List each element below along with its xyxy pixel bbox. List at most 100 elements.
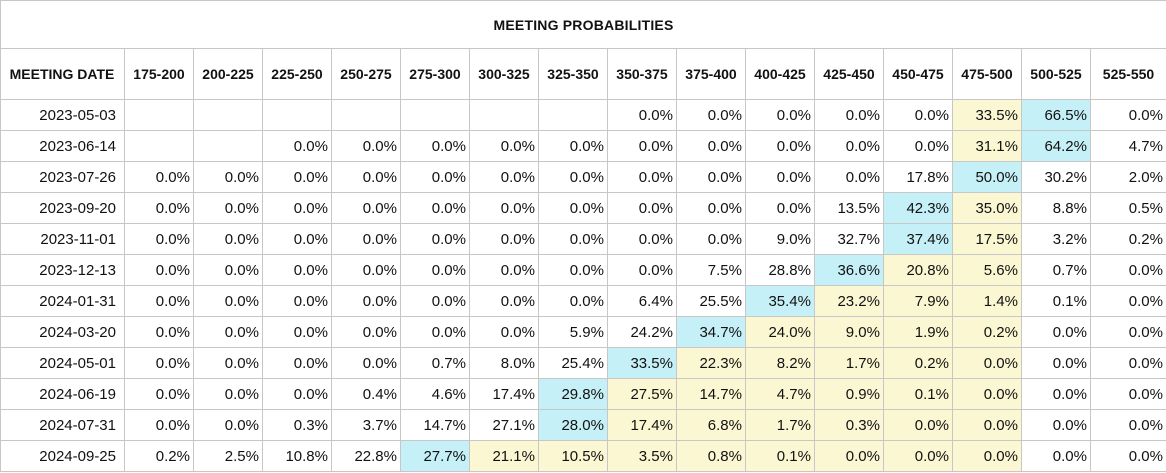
probability-cell: 10.8% [262, 440, 332, 472]
probability-cell: 0.0% [469, 223, 539, 255]
probability-cell: 42.3% [883, 192, 953, 224]
probability-cell: 34.7% [676, 316, 746, 348]
probability-cell: 0.0% [193, 285, 263, 317]
probability-cell: 0.0% [745, 99, 815, 131]
probability-cell: 0.0% [262, 316, 332, 348]
probability-cell: 29.8% [538, 378, 608, 410]
probability-cell: 17.4% [607, 409, 677, 441]
probability-cell: 0.0% [193, 347, 263, 379]
probability-cell: 4.7% [1090, 130, 1166, 162]
probability-cell: 0.0% [1021, 316, 1091, 348]
column-header-range: 300-325 [469, 48, 539, 100]
probability-cell: 0.0% [1090, 316, 1166, 348]
probability-cell: 7.5% [676, 254, 746, 286]
probability-cell: 8.8% [1021, 192, 1091, 224]
probability-cell: 1.9% [883, 316, 953, 348]
meeting-date-cell: 2024-05-01 [0, 347, 125, 379]
probability-cell: 0.0% [1021, 347, 1091, 379]
column-header-range: 250-275 [331, 48, 401, 100]
probability-cell: 4.6% [400, 378, 470, 410]
probability-cell: 32.7% [814, 223, 884, 255]
probability-cell: 0.0% [607, 223, 677, 255]
probability-cell: 36.6% [814, 254, 884, 286]
probability-cell: 0.0% [262, 254, 332, 286]
table-row: 2023-06-14 0.0% 0.0% 0.0% 0.0% 0.0% 0.0% 0.0% 0.… [0, 130, 1166, 162]
probability-cell: 0.0% [124, 347, 194, 379]
probability-cell: 0.0% [952, 409, 1022, 441]
meeting-date-cell: 2024-06-19 [0, 378, 125, 410]
probability-cell: 0.2% [124, 440, 194, 472]
table-row: 2023-05-03 0.0% 0.0% 0.0% 0.0% 0.0% 33.5% 66.5%… [0, 99, 1166, 131]
probability-cell: 14.7% [676, 378, 746, 410]
probability-cell: 0.8% [676, 440, 746, 472]
probability-cell [193, 99, 263, 131]
probability-cell: 0.0% [883, 99, 953, 131]
probability-cell: 24.0% [745, 316, 815, 348]
probability-cell: 0.0% [607, 99, 677, 131]
meeting-date-cell: 2023-05-03 [0, 99, 125, 131]
probability-cell: 0.0% [676, 130, 746, 162]
probability-cell: 0.0% [262, 192, 332, 224]
probability-cell: 0.0% [1090, 99, 1166, 131]
meeting-date-cell: 2023-11-01 [0, 223, 125, 255]
probability-cell: 0.0% [331, 347, 401, 379]
probability-cell: 0.0% [538, 285, 608, 317]
meeting-date-cell: 2023-12-13 [0, 254, 125, 286]
probability-cell: 0.0% [331, 130, 401, 162]
probability-cell: 0.0% [331, 254, 401, 286]
probability-cell: 0.0% [607, 161, 677, 193]
column-header-row: MEETING DATE 175-200 200-225 225-250 250-27… [0, 48, 1166, 100]
probability-cell: 14.7% [400, 409, 470, 441]
probability-cell: 0.0% [262, 378, 332, 410]
probability-cell: 0.0% [538, 192, 608, 224]
probability-cell: 0.0% [745, 192, 815, 224]
probability-cell: 0.0% [1090, 347, 1166, 379]
probability-cell: 20.8% [883, 254, 953, 286]
probability-cell: 0.0% [124, 316, 194, 348]
probability-cell: 0.0% [469, 192, 539, 224]
probability-cell: 66.5% [1021, 99, 1091, 131]
probability-cell: 9.0% [814, 316, 884, 348]
probability-cell: 0.1% [1021, 285, 1091, 317]
probability-cell: 0.0% [262, 347, 332, 379]
table-body: 2023-05-03 0.0% 0.0% 0.0% 0.0% 0.0% 33.5% 66.5%… [0, 99, 1166, 472]
probability-cell: 0.0% [883, 130, 953, 162]
column-header-range: 525-550 [1090, 48, 1166, 100]
probability-cell: 0.0% [952, 347, 1022, 379]
probability-cell: 27.1% [469, 409, 539, 441]
column-header-range: 425-450 [814, 48, 884, 100]
meeting-date-cell: 2023-06-14 [0, 130, 125, 162]
meeting-date-cell: 2024-07-31 [0, 409, 125, 441]
probability-cell: 0.0% [469, 254, 539, 286]
probability-cell [400, 99, 470, 131]
probability-cell: 0.1% [883, 378, 953, 410]
probability-cell: 0.0% [193, 409, 263, 441]
probability-cell: 0.0% [607, 192, 677, 224]
probability-cell: 25.5% [676, 285, 746, 317]
table-row: 2023-07-26 0.0% 0.0% 0.0% 0.0% 0.0% 0.0% 0.0% 0.… [0, 161, 1166, 193]
probability-cell: 0.0% [400, 285, 470, 317]
probability-cell: 0.0% [124, 378, 194, 410]
probability-cell: 6.4% [607, 285, 677, 317]
probability-cell: 0.0% [331, 192, 401, 224]
probability-cell: 21.1% [469, 440, 539, 472]
probability-cell: 0.0% [331, 316, 401, 348]
probability-cell: 0.0% [814, 161, 884, 193]
probability-cell: 0.0% [469, 316, 539, 348]
column-header-range: 175-200 [124, 48, 194, 100]
probability-cell: 0.0% [400, 316, 470, 348]
probability-cell: 0.0% [193, 161, 263, 193]
table-row: 2023-11-01 0.0% 0.0% 0.0% 0.0% 0.0% 0.0% 0.0% 0.… [0, 223, 1166, 255]
probability-cell: 3.5% [607, 440, 677, 472]
probability-cell: 0.0% [538, 223, 608, 255]
probability-cell: 25.4% [538, 347, 608, 379]
probability-cell: 2.5% [193, 440, 263, 472]
column-header-range: 400-425 [745, 48, 815, 100]
probability-cell: 0.0% [400, 192, 470, 224]
probability-cell: 0.1% [745, 440, 815, 472]
probability-cell: 0.0% [607, 254, 677, 286]
probability-cell: 1.7% [745, 409, 815, 441]
probability-cell: 0.0% [814, 130, 884, 162]
probability-cell: 0.9% [814, 378, 884, 410]
probability-cell: 0.0% [676, 161, 746, 193]
